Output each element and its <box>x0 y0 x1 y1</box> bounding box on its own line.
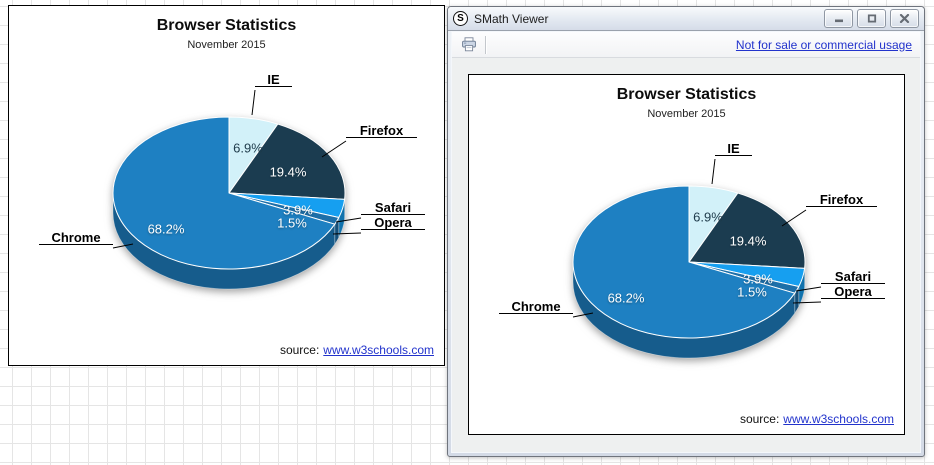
slice-percent-chrome: 68.2% <box>607 290 645 306</box>
chart-title: Browser Statistics <box>616 86 757 103</box>
toolbar-separator <box>485 35 486 54</box>
slice-percent-opera: 1.5% <box>277 215 307 231</box>
slice-percent-firefox: 19.4% <box>269 164 307 180</box>
source-label: source: <box>279 343 320 357</box>
window-controls <box>824 9 919 28</box>
slice-percent-safari: 3.9% <box>283 202 313 218</box>
slice-percent-chrome: 68.2% <box>147 221 185 237</box>
printer-icon <box>462 37 476 52</box>
callout-label-ie: IE <box>255 72 292 87</box>
pie-3d-chart <box>572 158 822 359</box>
print-button[interactable] <box>456 34 482 56</box>
viewer-chart: Browser Statistics November 2015 IE Fire… <box>468 74 905 435</box>
close-icon <box>899 14 910 23</box>
source-link: www.w3schools.com <box>783 412 894 426</box>
slice-percent-firefox: 19.4% <box>729 233 767 249</box>
source-label: source: <box>739 412 780 426</box>
slice-percent-safari: 3.9% <box>743 271 773 287</box>
slice-percent-ie: 6.9% <box>693 209 723 225</box>
callout-label-opera: Opera <box>361 215 425 230</box>
maximize-button[interactable] <box>857 9 886 28</box>
window-titlebar[interactable]: S SMath Viewer <box>448 7 924 31</box>
smath-viewer-window: S SMath Viewer <box>447 6 925 457</box>
viewer-content: Browser Statistics November 2015 IE Fire… <box>452 58 920 452</box>
chart-subtitle: November 2015 <box>647 108 726 120</box>
window-body: Not for sale or commercial usage Browser… <box>451 31 921 453</box>
license-link[interactable]: Not for sale or commercial usage <box>735 37 912 52</box>
window-title: SMath Viewer <box>474 11 549 26</box>
slice-percent-ie: 6.9% <box>233 140 263 156</box>
callout-label-opera: Opera <box>821 284 885 299</box>
callout-label-chrome: Chrome <box>499 299 573 314</box>
callout-label-chrome: Chrome <box>39 230 113 245</box>
minimize-icon <box>834 19 843 23</box>
callout-label-safari: Safari <box>361 200 425 215</box>
pie-3d-chart <box>112 89 362 290</box>
viewer-toolbar: Not for sale or commercial usage <box>452 32 920 58</box>
source-link: www.w3schools.com <box>323 343 434 357</box>
callout-label-firefox: Firefox <box>806 192 877 207</box>
maximize-icon <box>867 14 876 23</box>
close-button[interactable] <box>890 9 919 28</box>
chart-title: Browser Statistics <box>156 17 297 34</box>
smath-logo-letter: S <box>457 12 464 24</box>
callout-label-safari: Safari <box>821 269 885 284</box>
slice-percent-opera: 1.5% <box>737 284 767 300</box>
smath-logo-icon: S <box>453 11 468 26</box>
worksheet-chart-object[interactable]: Browser Statistics November 2015 IE Fire… <box>8 5 445 366</box>
chart-subtitle: November 2015 <box>187 39 266 51</box>
callout-label-ie: IE <box>715 141 752 156</box>
callout-label-firefox: Firefox <box>346 123 417 138</box>
source-note: source: www.w3schools.com <box>740 412 894 426</box>
minimize-button[interactable] <box>824 9 853 28</box>
source-note: source: www.w3schools.com <box>280 343 434 357</box>
